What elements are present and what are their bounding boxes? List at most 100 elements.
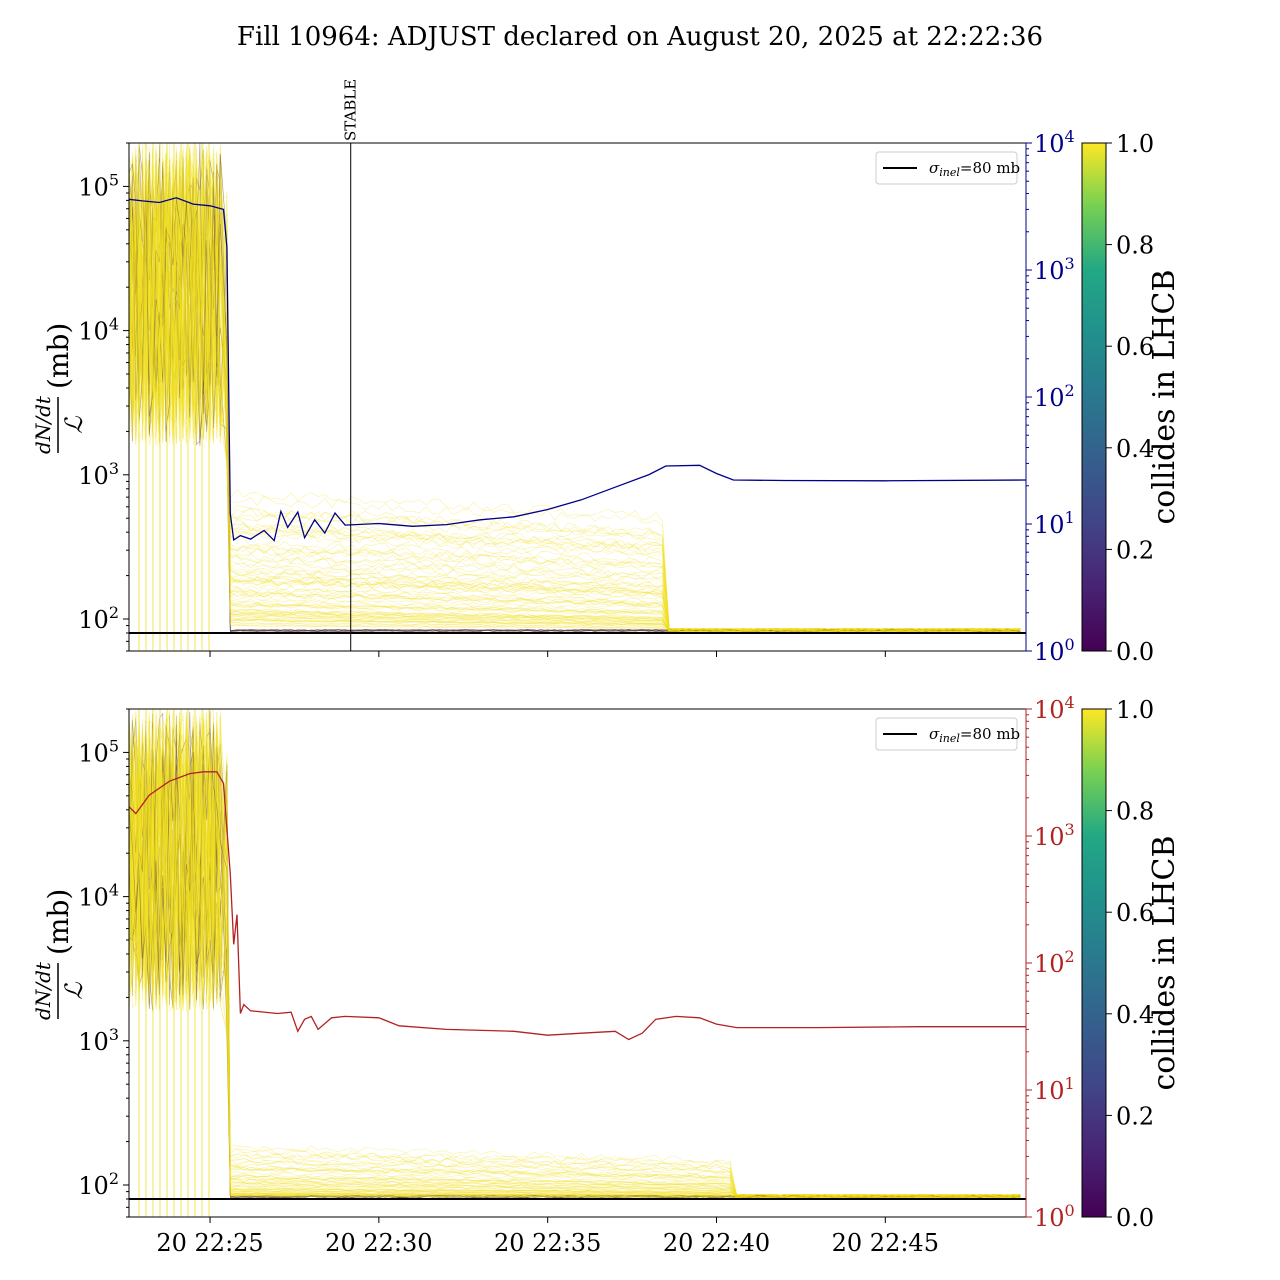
bunch-line bbox=[129, 716, 1021, 1200]
bunch-line bbox=[129, 731, 1021, 1200]
bunch-line bbox=[129, 158, 1021, 634]
bunch-line bbox=[129, 717, 1021, 1200]
right-tick-label: 101 bbox=[1034, 508, 1075, 539]
y-label-denominator: ℒ bbox=[60, 982, 88, 1000]
bunch-line bbox=[129, 144, 1021, 634]
x-tick-label: 20 22:35 bbox=[494, 1229, 601, 1257]
bunch-line bbox=[129, 158, 1021, 634]
bunch-line bbox=[129, 178, 1021, 634]
bunch-line bbox=[129, 718, 1021, 1200]
bunch-line bbox=[129, 711, 1021, 1200]
bunch-line bbox=[129, 714, 1021, 1199]
y-axis-label: dN/dt ℒ (mb) bbox=[31, 323, 88, 454]
bunch-line bbox=[129, 709, 1021, 1200]
bunch-line bbox=[129, 168, 1021, 634]
colorbar-label: collides in LHCB bbox=[1147, 835, 1182, 1090]
bunch-line bbox=[129, 724, 1021, 1200]
bunch-line bbox=[129, 735, 1021, 1200]
bunch-line bbox=[129, 741, 1021, 1199]
right-tick-label: 100 bbox=[1034, 635, 1075, 666]
y-label-numerator: dN/dt bbox=[31, 961, 55, 1020]
right-tick-label: 104 bbox=[1034, 127, 1075, 158]
bunch-line bbox=[129, 712, 1021, 1200]
right-tick-label: 102 bbox=[1034, 381, 1075, 412]
bunch-line bbox=[129, 718, 1021, 1200]
y-axis-label: dN/dt ℒ (mb) bbox=[31, 889, 88, 1020]
left-tick-label: 103 bbox=[78, 459, 119, 490]
bunch-line bbox=[129, 725, 1021, 1200]
bunch-line bbox=[129, 715, 1021, 1200]
stable-marker-label: STABLE bbox=[342, 79, 360, 141]
bunch-line bbox=[129, 738, 1021, 1200]
bunch-line bbox=[129, 709, 1021, 1200]
bunch-line bbox=[129, 164, 1021, 634]
bunch-line bbox=[129, 713, 1021, 1200]
bunch-line bbox=[129, 711, 1021, 1200]
bunch-line bbox=[129, 157, 1021, 634]
bunch-line bbox=[129, 725, 1021, 1200]
left-tick-label: 104 bbox=[78, 881, 119, 912]
colorbar-tick-label: 1.0 bbox=[1116, 130, 1154, 158]
bunch-line bbox=[129, 719, 1021, 1200]
x-tick-label: 20 22:40 bbox=[663, 1229, 770, 1257]
x-tick-label: 20 22:25 bbox=[156, 1229, 263, 1257]
right-tick-label: 100 bbox=[1034, 1201, 1075, 1232]
bunch-line bbox=[129, 713, 1021, 1199]
bunch-line bbox=[129, 159, 1021, 634]
y-label-unit: (mb) bbox=[42, 889, 75, 955]
bunch-line bbox=[129, 156, 1021, 634]
bunch-line bbox=[129, 725, 1021, 1200]
colorbar-tick-label: 0.6 bbox=[1116, 333, 1154, 361]
bunch-line bbox=[129, 143, 1021, 634]
bunch-line bbox=[129, 711, 1021, 1200]
bunch-line bbox=[129, 710, 1021, 1200]
bunch-line bbox=[129, 711, 1021, 1200]
legend-label: σinel=80 mb bbox=[929, 159, 1020, 179]
bunch-line bbox=[129, 158, 1021, 634]
chart-title: Fill 10964: ADJUST declared on August 20… bbox=[237, 22, 1043, 52]
bunch-line bbox=[129, 713, 1021, 1200]
colorbar-tick-label: 0.2 bbox=[1116, 536, 1154, 564]
bunch-line bbox=[129, 719, 1021, 1200]
bunch-line bbox=[129, 165, 1021, 634]
colorbar-tick-label: 0.6 bbox=[1116, 899, 1154, 927]
bunch-line bbox=[129, 169, 1021, 634]
bunch-line bbox=[129, 152, 1021, 634]
bunch-line bbox=[129, 710, 1021, 1200]
bunch-line bbox=[129, 148, 1021, 634]
bunch-line bbox=[129, 155, 1021, 634]
bunch-line bbox=[129, 711, 1021, 1200]
bunch-line bbox=[129, 719, 1021, 1199]
legend: σinel=80 mb bbox=[875, 151, 1020, 185]
bunch-line bbox=[129, 722, 1021, 1200]
axes-frame bbox=[128, 708, 1027, 1218]
bunch-line bbox=[129, 162, 1021, 634]
left-tick-label: 103 bbox=[78, 1025, 119, 1056]
colorbar-tick-label: 0.4 bbox=[1116, 435, 1154, 463]
bunch-line bbox=[129, 159, 1021, 634]
bunch-line bbox=[129, 715, 1021, 1200]
bunch-line bbox=[129, 713, 1021, 1200]
bunch-line bbox=[129, 144, 1021, 634]
bunch-line bbox=[129, 724, 1021, 1200]
bunch-line bbox=[129, 726, 1021, 1200]
bunch-line bbox=[129, 162, 1021, 634]
series-line-0 bbox=[129, 197, 1026, 542]
bunch-line bbox=[129, 709, 1021, 1200]
plot-area bbox=[129, 709, 1026, 1217]
bunch-line bbox=[129, 723, 1021, 1200]
bunch-line bbox=[129, 724, 1021, 1200]
bunch-line bbox=[129, 143, 1021, 633]
bunch-line bbox=[129, 722, 1021, 1200]
bunch-line bbox=[129, 718, 1021, 1200]
colorbar-tick-label: 1.0 bbox=[1116, 696, 1154, 724]
bunch-line bbox=[129, 143, 1021, 634]
right-tick-label: 103 bbox=[1034, 254, 1075, 285]
bunch-line bbox=[129, 728, 1021, 1200]
panel-bottom: 102 103 104 105 100 101 102 103 104 20 22:25 20 22… bbox=[31, 693, 1182, 1257]
colorbar: 0.0 0.2 0.4 0.6 0.8 1.0 collides in LHCB bbox=[1081, 130, 1182, 666]
bunch-line bbox=[129, 173, 1021, 633]
legend-box bbox=[875, 151, 1018, 185]
bunch-line bbox=[129, 163, 1021, 634]
